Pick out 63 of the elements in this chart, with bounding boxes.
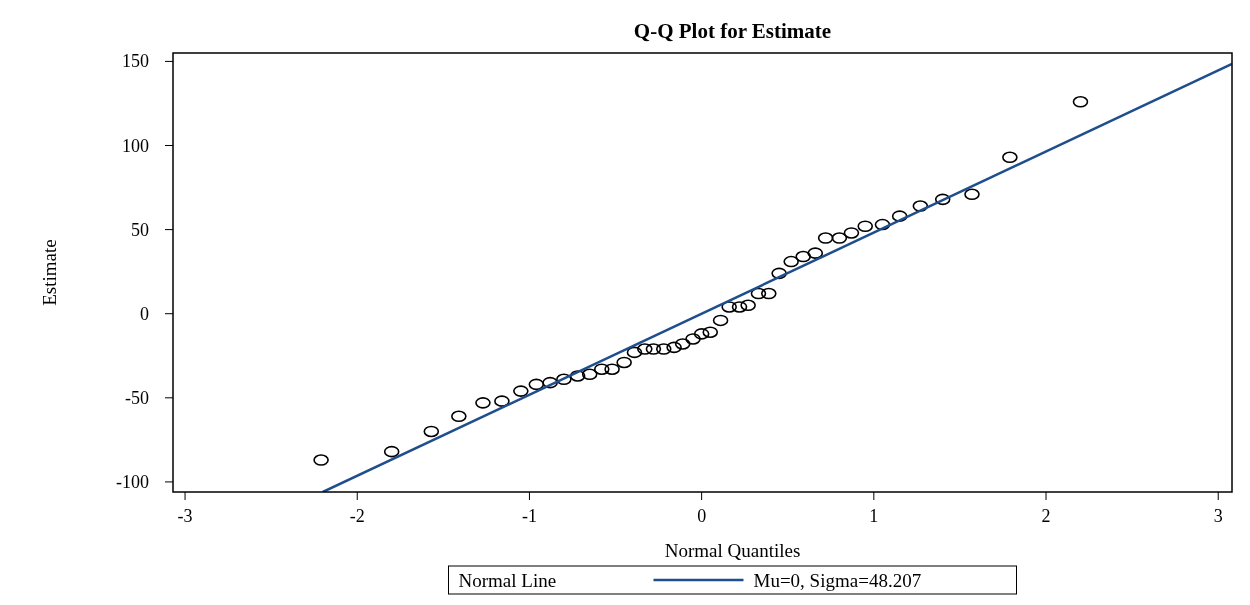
point	[1072, 95, 1089, 108]
point	[721, 301, 737, 313]
point	[750, 287, 767, 300]
point	[616, 356, 632, 369]
point	[626, 346, 643, 359]
y-tick-label: 50	[131, 219, 149, 240]
y-tick-label: -100	[116, 471, 149, 492]
point	[807, 247, 824, 259]
point	[451, 410, 467, 423]
point	[795, 250, 812, 263]
x-tick-label: -2	[349, 506, 365, 526]
point	[891, 210, 908, 222]
point	[1002, 151, 1018, 164]
point	[666, 341, 682, 354]
point	[513, 385, 529, 397]
point	[740, 299, 756, 312]
x-tick-label: 1	[869, 506, 879, 526]
point	[874, 218, 891, 231]
point	[693, 328, 710, 340]
point	[655, 343, 672, 355]
x-tick-label: 3	[1213, 506, 1223, 526]
point	[702, 326, 719, 339]
x-tick-label: 2	[1041, 506, 1051, 526]
point	[912, 200, 929, 212]
point	[771, 267, 787, 280]
point	[761, 287, 777, 300]
y-tick-label: 100	[122, 135, 149, 156]
x-tick-label: 0	[697, 506, 707, 526]
x-axis-title: Normal Quantiles	[664, 540, 801, 561]
y-tick-label: 0	[140, 303, 149, 324]
point	[645, 343, 662, 355]
y-tick-label: -50	[125, 387, 149, 408]
y-tick-label: 150	[122, 51, 149, 72]
point	[556, 373, 572, 386]
point	[494, 395, 510, 407]
point	[637, 343, 653, 355]
point	[934, 193, 951, 206]
point	[783, 255, 799, 268]
chart-title: Q-Q Plot for Estimate	[633, 19, 832, 43]
point	[685, 333, 701, 345]
point	[817, 232, 834, 244]
point	[423, 425, 440, 438]
point	[712, 314, 729, 327]
point	[313, 454, 329, 466]
x-tick-label: -3	[177, 506, 193, 526]
point	[843, 227, 860, 239]
legend-label: Mu=0, Sigma=48.207	[753, 570, 922, 591]
point	[581, 368, 598, 381]
y-axis-title: Estimate	[39, 239, 60, 306]
point	[593, 363, 610, 376]
point	[857, 220, 874, 233]
point	[674, 338, 691, 350]
point	[569, 370, 586, 382]
point	[383, 445, 400, 458]
point	[831, 232, 848, 244]
point	[731, 301, 748, 313]
x-tick-label: -1	[521, 506, 537, 526]
point	[604, 363, 620, 376]
legend-title: Normal Line	[458, 570, 557, 591]
point	[542, 376, 558, 389]
point	[475, 397, 491, 409]
point	[964, 188, 980, 201]
point	[528, 378, 545, 391]
